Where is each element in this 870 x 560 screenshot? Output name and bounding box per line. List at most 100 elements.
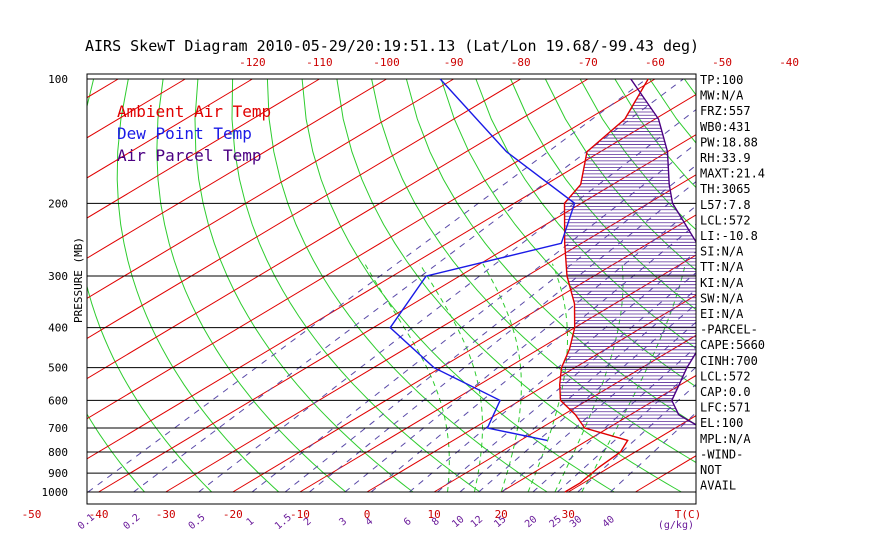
temp-axis-unit: T(C) [675,508,702,521]
dry-adiabat [649,78,696,144]
index-value: FRZ:557 [700,104,751,118]
index-value: EI:N/A [700,307,744,321]
index-value: PW:18.88 [700,135,758,149]
index-value: MPL:N/A [700,432,751,446]
mixing-ratio-unit: (g/kg) [658,520,694,531]
isotherm [433,334,696,493]
bottom-temp-tick-label: -10 [290,508,310,521]
top-temp-tick-label: -80 [511,56,531,69]
index-value: CINH:700 [700,354,758,368]
index-value: MAXT:21.4 [700,167,765,181]
mixing-ratio-tick-label: 6 [402,516,414,528]
index-value: CAP:0.0 [700,385,751,399]
isotherm [232,214,696,493]
index-value: TH:3065 [700,182,751,196]
isotherm [98,134,696,493]
index-value: LCL:572 [700,369,751,383]
dry-adiabat [405,78,696,426]
index-value: SW:N/A [700,291,744,305]
bottom-temp-tick-label: -30 [156,508,176,521]
mixing-ratio-line [610,412,696,493]
index-value: LFC:571 [700,401,751,415]
dry-adiabat [440,78,696,388]
pressure-tick-label: 200 [48,197,68,210]
top-temp-tick-label: -50 [712,56,732,69]
profile-line [630,78,696,426]
bottom-temp-tick-label: -20 [223,508,243,521]
isotherm [87,78,656,420]
index-value: AVAIL [700,479,736,493]
top-temp-tick-label: -110 [306,56,333,69]
mixing-ratio-tick-label: 10 [450,514,466,530]
index-value: NOT [700,463,722,477]
mixing-ratio-line [309,181,696,493]
pressure-tick-label: 300 [48,270,68,283]
dry-adiabat [194,78,414,493]
pressure-tick-label: 400 [48,322,68,335]
index-value: L57:7.8 [700,198,751,212]
top-temp-tick-label: -90 [444,56,464,69]
chart-title: AIRS SkewT Diagram 2010-05-29/20:19:51.1… [85,37,699,55]
index-value: SI:N/A [700,245,744,259]
isotherm [87,78,253,179]
index-value: LI:-10.8 [700,229,758,243]
isotherm [299,254,696,493]
isotherm [500,374,696,493]
bottom-temp-tick-label: 0 [364,508,371,521]
dry-adiabat [371,78,696,464]
index-value: EL:100 [700,416,743,430]
mixing-ratio-tick-label: 4 [364,516,376,528]
mixing-ratio-tick-label: 8 [430,516,442,528]
top-temp-tick-label: -70 [578,56,598,69]
dry-adiabat [231,78,481,493]
isotherm [87,78,387,259]
index-value: WB0:431 [700,120,751,134]
dry-adiabat [87,413,145,493]
index-value: RH:33.9 [700,151,751,165]
isotherm [770,79,870,492]
dry-adiabat [754,79,870,492]
mixing-ratio-tick-label: 2 [302,516,314,528]
mixing-ratio-line [251,143,696,493]
plot-frame [86,73,697,505]
mixing-ratio-line [344,205,696,493]
top-temp-tick-label: -120 [239,56,266,69]
bottom-temp-tick-label: 10 [427,508,440,521]
pressure-tick-label: 800 [48,446,68,459]
moist-adiabat [482,263,522,493]
isotherm [87,78,589,380]
legend-entry: Air Parcel Temp [117,146,262,165]
dry-adiabat [789,79,870,492]
isotherm [87,78,521,339]
mixing-ratio-tick-label: 1 [245,516,257,528]
bottom-temp-tick-label: 30 [562,508,575,521]
pressure-tick-label: 600 [48,394,68,407]
isotherm [0,79,51,492]
y-axis-label: PRESSURE (MB) [72,237,85,323]
dry-adiabat [156,78,347,493]
dry-adiabat [823,79,870,492]
dry-adiabat [475,78,696,350]
index-value: TP:100 [700,73,743,87]
mixing-ratio-tick-label: 0.5 [187,512,208,532]
isotherm [87,78,454,299]
mixing-ratio-line [87,78,647,493]
dry-adiabat [87,78,213,493]
legend-entry: Dew Point Temp [117,124,252,143]
index-value: -WIND- [700,447,743,461]
mixing-ratio-line [284,164,696,493]
legend-entry: Ambient Air Temp [117,102,271,121]
pressure-tick-label: 100 [48,73,68,86]
mixing-ratio-tick-label: 20 [523,514,539,530]
mixing-ratio-tick-label: 0.2 [122,512,143,532]
moist-adiabat [364,263,450,493]
dry-adiabat [116,78,280,493]
bottom-temp-tick-label: 20 [495,508,508,521]
isotherm [568,415,696,493]
index-value: TT:N/A [700,260,744,274]
isotherm [87,78,320,219]
index-value: LCL:572 [700,213,751,227]
index-value: -PARCEL- [700,323,758,337]
dry-adiabat [0,79,10,492]
